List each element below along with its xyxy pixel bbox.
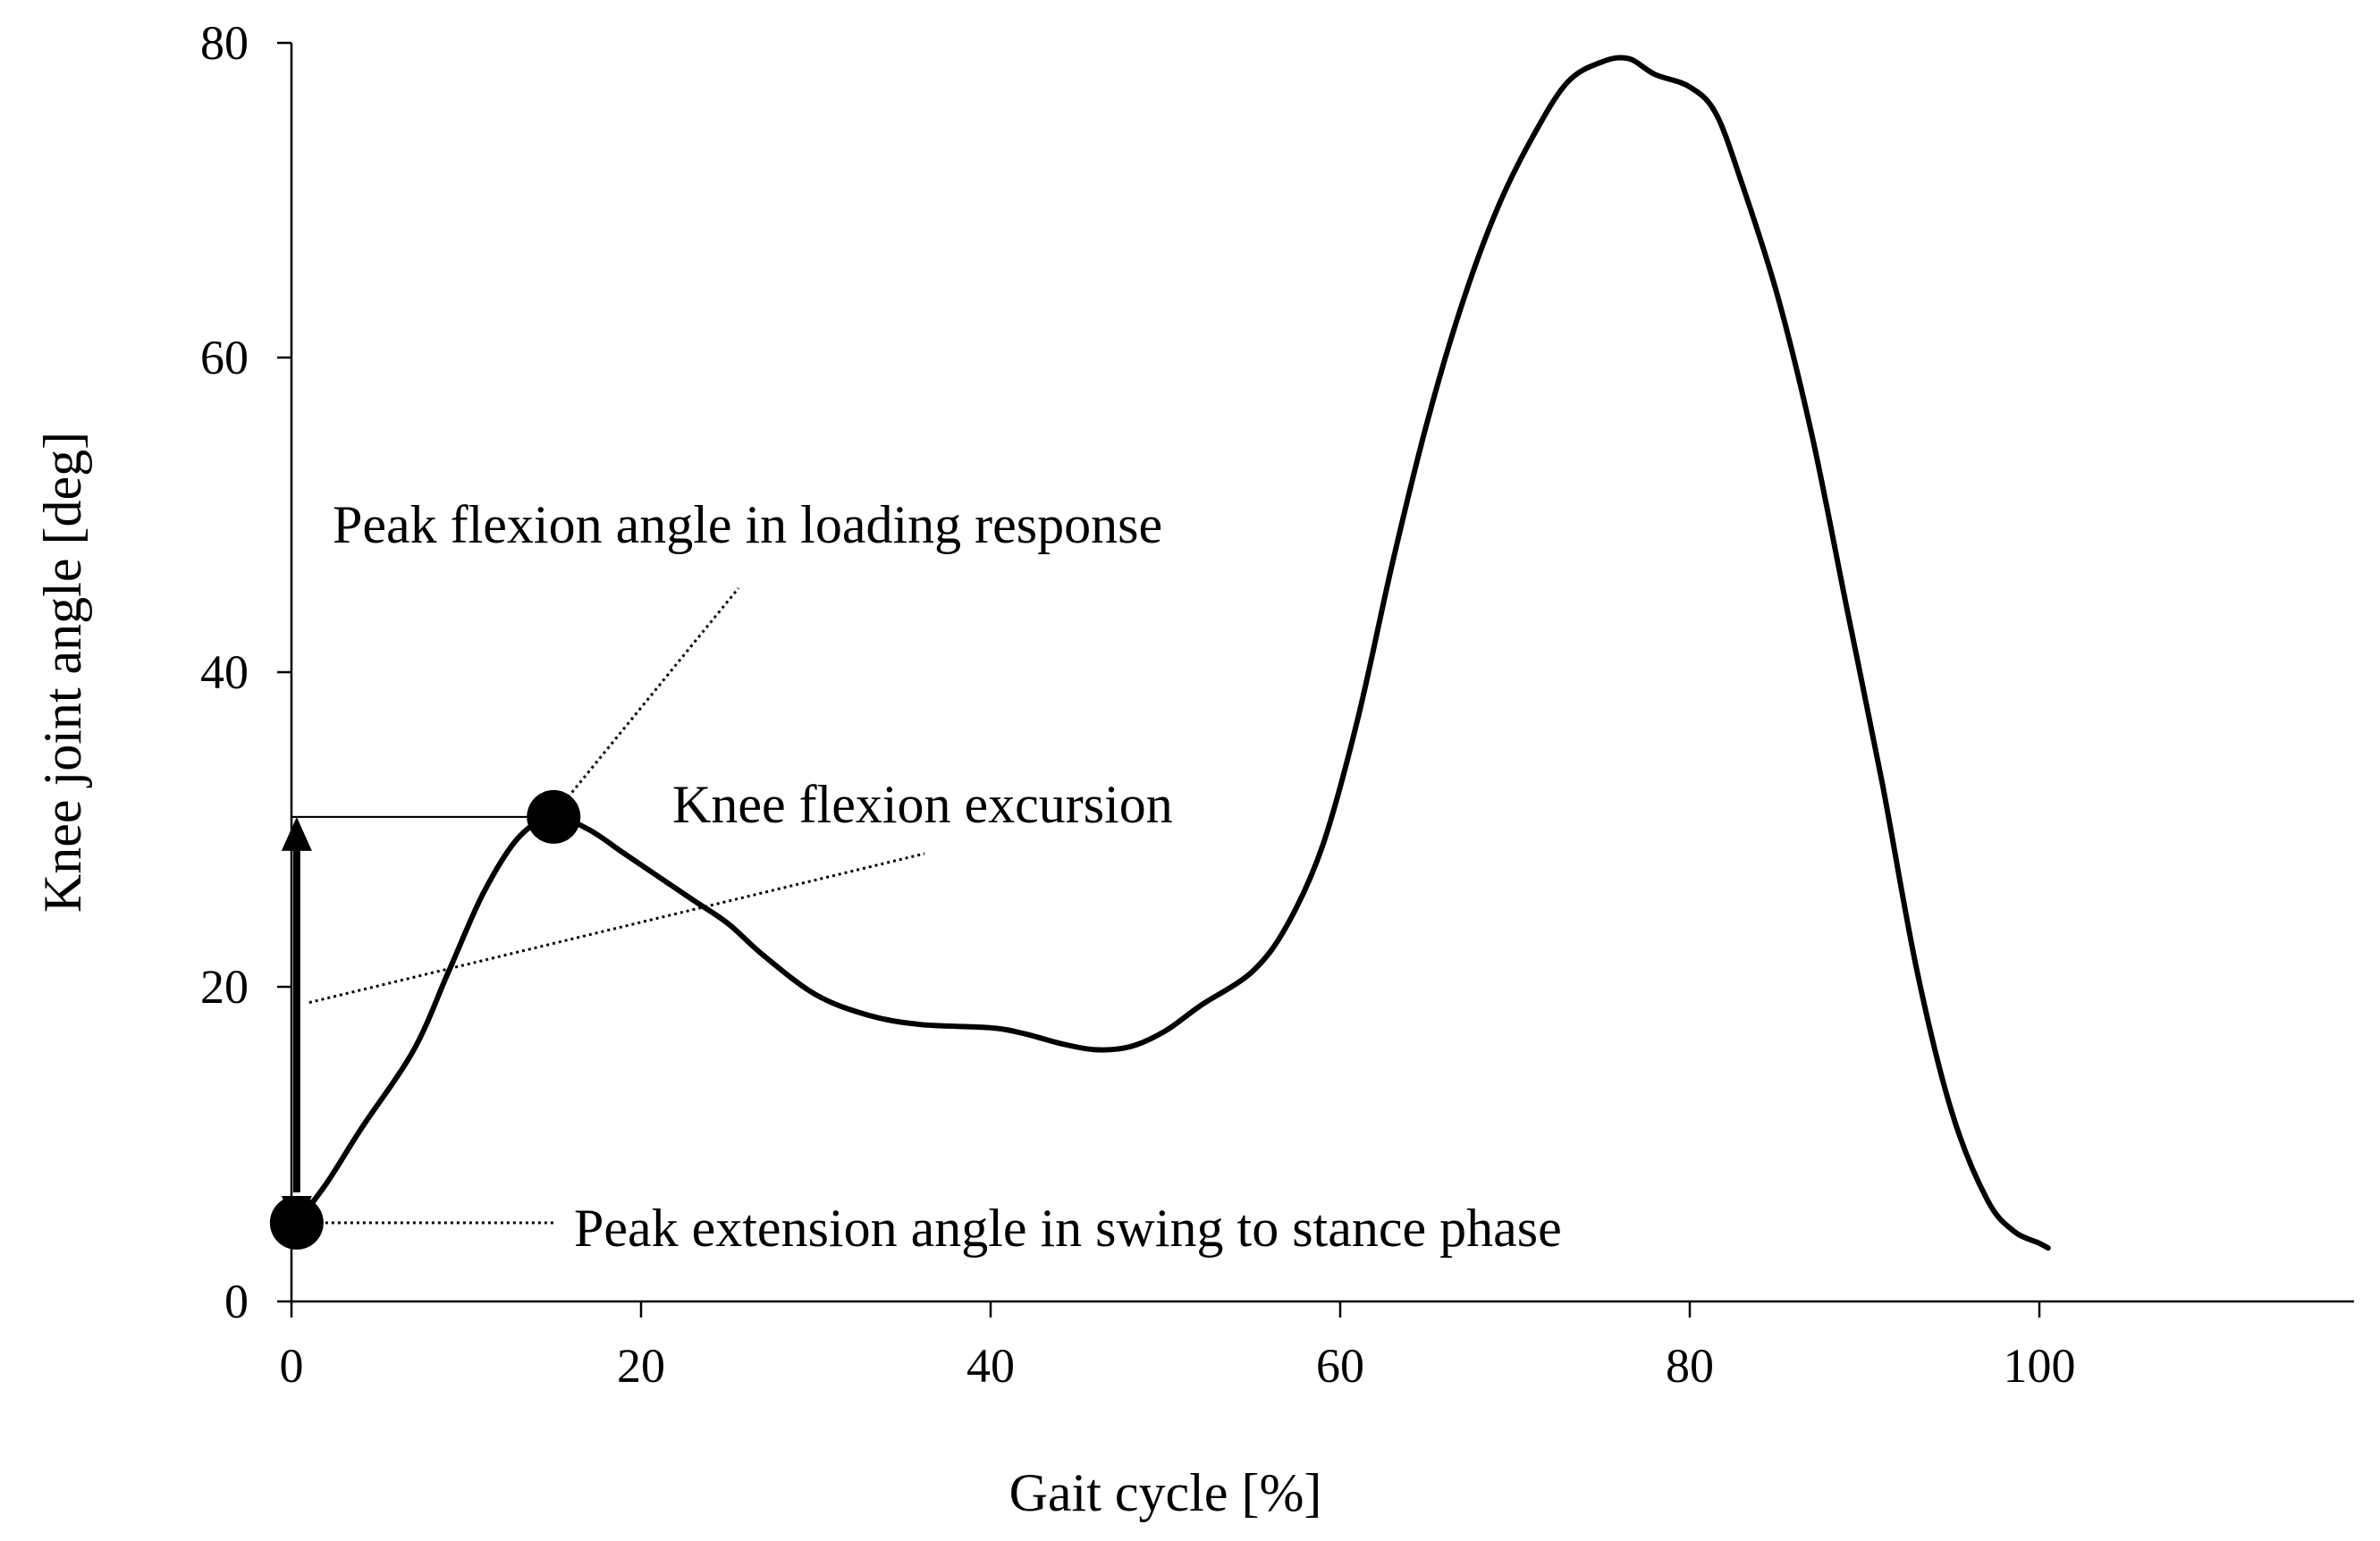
series-line-0 (293, 55, 2051, 1251)
y-tick-label: 20 (200, 960, 249, 1014)
peak-extension-marker (269, 1196, 324, 1250)
x-tick-label: 60 (1316, 1339, 1364, 1393)
excursion-arrow-head-top (281, 816, 312, 851)
peak-flexion-leader (567, 587, 740, 798)
y-axis-label: Knee joint angle [deg] (33, 432, 92, 913)
y-tick-label: 40 (200, 645, 249, 699)
reference-marks (281, 587, 925, 1230)
y-tick-label: 0 (224, 1275, 249, 1328)
x-tick-label: 20 (617, 1339, 665, 1393)
peak-extension-label: Peak extension angle in swing to stance … (574, 1199, 1562, 1258)
plot-area (269, 55, 2051, 1251)
x-tick-label: 0 (280, 1339, 304, 1393)
x-tick-label: 40 (966, 1339, 1015, 1393)
x-tick-label: 100 (2004, 1339, 2076, 1393)
y-tick-label: 60 (200, 331, 249, 384)
y-tick-label: 80 (200, 16, 249, 70)
excursion-label: Knee flexion excursion (672, 775, 1173, 834)
excursion-leader (308, 852, 925, 1005)
x-tick-label: 80 (1666, 1339, 1714, 1393)
axes (290, 43, 2354, 1303)
peak-flexion-label: Peak flexion angle in loading response (333, 495, 1162, 554)
ticks: 0 20 40 60 80 0 20 40 60 80 100 (200, 16, 2076, 1393)
peak-flexion-marker (527, 789, 581, 844)
annotation-labels: Gait cycle [%] Knee joint angle [deg] Pe… (33, 432, 1562, 1522)
x-axis-label: Gait cycle [%] (1009, 1463, 1322, 1522)
